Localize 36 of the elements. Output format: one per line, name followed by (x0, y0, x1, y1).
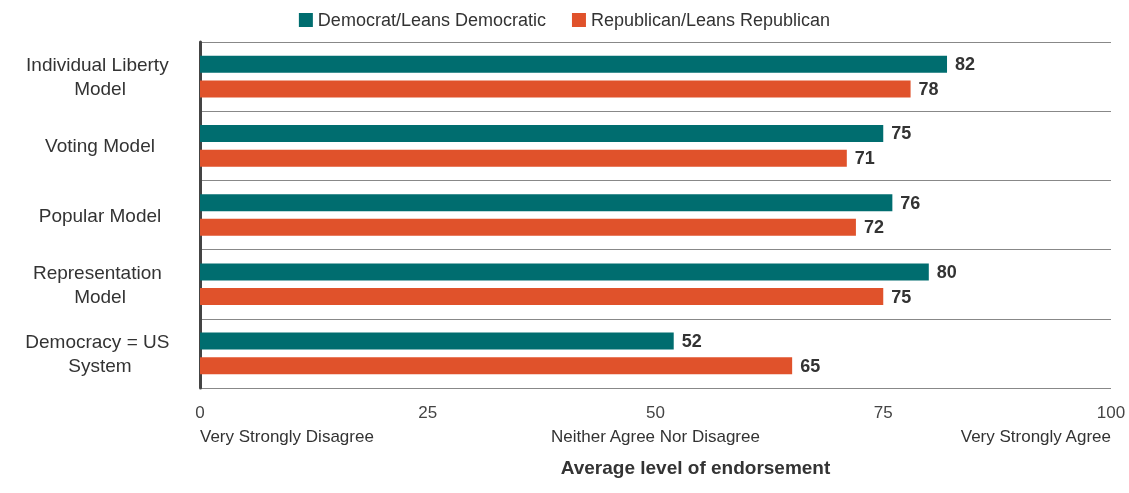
bar (200, 218, 856, 236)
data-label: 75 (891, 286, 912, 307)
data-label: 71 (854, 148, 875, 169)
text: Neither Agree Nor Disagree (551, 427, 760, 446)
legend-label: Republican/Leans Republican (590, 10, 831, 30)
data-label: 76 (900, 192, 921, 213)
x-axis-title: Average level of endorsement (560, 457, 831, 478)
data-label: 65 (800, 355, 821, 376)
data-label: 78 (918, 78, 939, 99)
data-label: 82 (955, 54, 976, 75)
data-label: 75 (891, 123, 912, 144)
x-tick-label: 25 (418, 403, 438, 422)
legend-label: Democrat/Leans Democratic (317, 10, 546, 30)
bar (200, 332, 674, 350)
data-label: 52 (681, 331, 702, 352)
bar (200, 263, 929, 281)
x-tick-label: 100 (1096, 403, 1126, 422)
bar (200, 288, 884, 306)
data-label: 72 (863, 217, 884, 238)
y-tick-label: Individual Liberty Model (26, 54, 174, 100)
bar (200, 357, 793, 375)
x-tick-label: 75 (873, 403, 893, 422)
y-tick-label: Representation Model (32, 261, 168, 307)
text: Very Strongly Agree (960, 427, 1111, 446)
x-tick-label: 50 (646, 403, 665, 422)
bar (200, 194, 893, 212)
data-label: 80 (936, 261, 957, 282)
bar (200, 124, 884, 142)
bar (200, 80, 911, 98)
y-tick-label: Democracy = US System (25, 330, 175, 376)
bar (200, 149, 847, 167)
y-tick-label: Voting Model (45, 135, 155, 157)
bar (200, 55, 948, 73)
text: Very Strongly Disagree (200, 427, 374, 446)
y-tick-label: Popular Model (38, 204, 162, 226)
x-tick-label: 0 (195, 403, 205, 422)
